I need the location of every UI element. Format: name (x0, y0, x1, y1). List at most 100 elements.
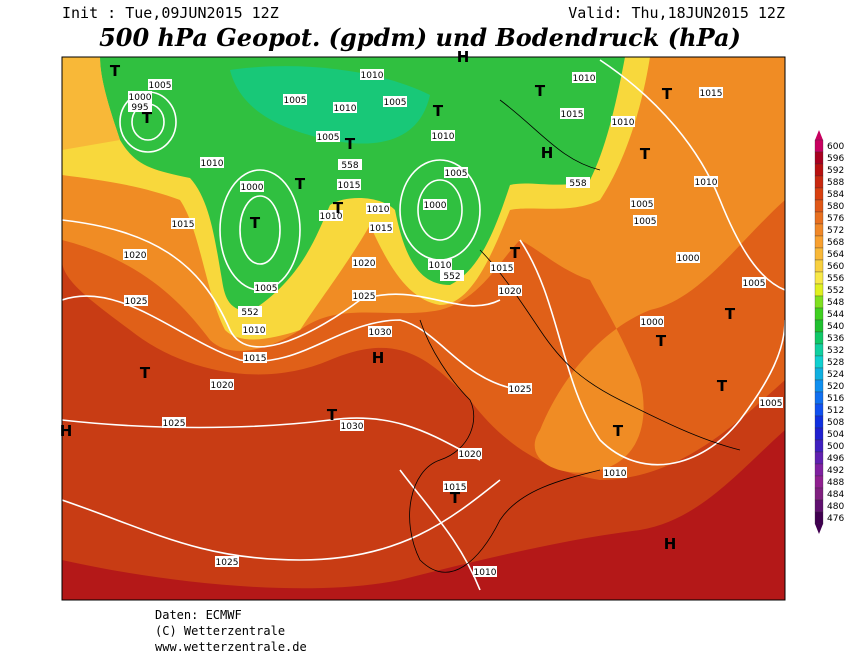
label-box (633, 215, 657, 226)
colorbar-arrow-top (815, 130, 823, 140)
colorbar-swatch (814, 463, 824, 477)
colorbar-swatch (814, 511, 824, 525)
colorbar-swatch (814, 499, 824, 513)
isobar-label: 1015 (700, 89, 723, 99)
isobar-label: 1000 (129, 93, 152, 103)
colorbar-swatch (814, 451, 824, 465)
label-box (340, 420, 364, 431)
isobar-label: 1000 (424, 201, 447, 211)
isobar-label: 1010 (201, 159, 224, 169)
colorbar-swatch (814, 271, 824, 285)
colorbar-label: 524 (827, 370, 844, 380)
pressure-center: H (372, 349, 385, 367)
map-area (62, 57, 785, 600)
pressure-center: T (295, 175, 306, 193)
label-box (369, 222, 393, 233)
colorbar-swatch (814, 187, 824, 201)
colorbar-label: 532 (827, 346, 844, 356)
valid-time: Valid: Thu,18JUN2015 12Z (568, 4, 785, 22)
isobar-label: 552 (241, 308, 258, 318)
label-box (352, 257, 376, 268)
isobar-label: 1010 (432, 132, 455, 142)
colorbar-label: 560 (827, 262, 844, 272)
label-box (676, 252, 700, 263)
label-box (458, 448, 482, 459)
pressure-center: T (510, 244, 521, 262)
colorbar-swatch (814, 139, 824, 153)
colorbar-label: 564 (827, 250, 844, 260)
label-box (128, 101, 152, 112)
label-box (444, 167, 468, 178)
label-box (210, 379, 234, 390)
copyright: (C) Wetterzentrale (155, 624, 285, 638)
colorbar-swatch (814, 319, 824, 333)
colorbar-label: 480 (827, 502, 844, 512)
colorbar-label: 592 (827, 166, 844, 176)
colorbar-swatch (814, 427, 824, 441)
label-box (123, 249, 147, 260)
colorbar-label: 512 (827, 406, 844, 416)
label-box (254, 282, 278, 293)
colorbar-swatch (814, 415, 824, 429)
isobar-label: 1015 (561, 110, 584, 120)
isobar-label: 1005 (743, 279, 766, 289)
label-box (699, 87, 723, 98)
isobar-label: 1005 (631, 200, 654, 210)
isobar-label: 1020 (459, 450, 482, 460)
pressure-center: T (613, 422, 624, 440)
label-box (283, 94, 307, 105)
colorbar-swatch (814, 211, 824, 225)
isobar-label: 1005 (445, 169, 468, 179)
colorbar-swatch (814, 295, 824, 309)
isobar-label: 1020 (124, 251, 147, 261)
colorbar-label: 548 (827, 298, 844, 308)
colorbar-swatch (814, 475, 824, 489)
label-box (742, 277, 766, 288)
colorbar-swatch (814, 343, 824, 357)
isobar-label: 1030 (341, 422, 364, 432)
label-box (431, 130, 455, 141)
isobar-label: 1010 (334, 104, 357, 114)
isobar-label: 1010 (573, 74, 596, 84)
colorbar-label: 576 (827, 214, 844, 224)
isobar-label: 1010 (612, 118, 635, 128)
label-box (490, 262, 514, 273)
colorbar-label: 476 (827, 514, 844, 524)
pressure-center: T (450, 489, 461, 507)
colorbar-swatch (814, 259, 824, 273)
isobar-label: 1015 (338, 181, 361, 191)
colorbar-label: 516 (827, 394, 844, 404)
source: Daten: ECMWF (155, 608, 242, 622)
pressure-center: T (140, 364, 151, 382)
pressure-center: T (640, 145, 651, 163)
isobar-label: 1015 (444, 483, 467, 493)
isobar-label: 1010 (604, 469, 627, 479)
isobar-label: 558 (569, 179, 586, 189)
isobar-label: 558 (341, 161, 358, 171)
isobar-label: 1000 (641, 318, 664, 328)
pressure-center: H (664, 535, 677, 553)
label-box (566, 177, 590, 188)
pressure-center: T (327, 406, 338, 424)
label-box (171, 218, 195, 229)
label-box (611, 116, 635, 127)
pressure-center: T (333, 199, 344, 217)
isobar-label: 1030 (369, 328, 392, 338)
colorbar-swatch (814, 283, 824, 297)
label-box (243, 352, 267, 363)
isobar-label: 1000 (677, 254, 700, 264)
pressure-center: T (110, 62, 121, 80)
label-box (200, 157, 224, 168)
isobar-label: 1020 (211, 381, 234, 391)
label-box (124, 295, 148, 306)
colorbar-swatch (814, 163, 824, 177)
isobar-label: 1010 (367, 205, 390, 215)
pressure-center: T (535, 82, 546, 100)
colorbar-swatch (814, 175, 824, 189)
pressure-center: T (142, 109, 153, 127)
label-box (319, 210, 343, 221)
isobar-label: 1015 (491, 264, 514, 274)
pressure-center: T (433, 102, 444, 120)
